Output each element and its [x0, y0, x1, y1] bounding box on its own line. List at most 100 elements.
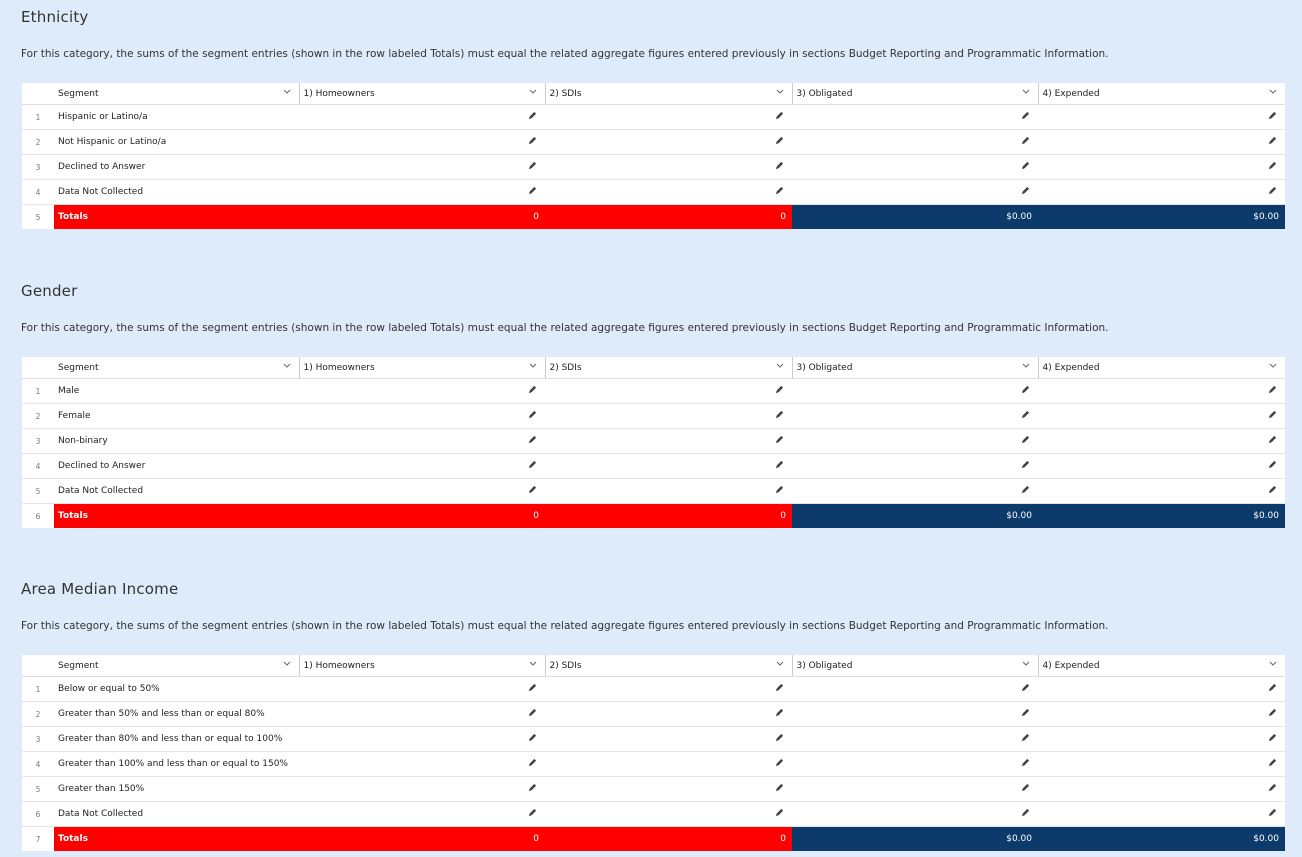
editable-cell[interactable] — [1038, 129, 1285, 155]
editable-cell[interactable] — [545, 154, 792, 180]
editable-cell[interactable] — [1038, 478, 1285, 504]
header-cell — [22, 357, 54, 379]
editable-cell[interactable] — [299, 701, 545, 727]
editable-cell[interactable] — [1038, 179, 1285, 205]
editable-cell[interactable] — [1038, 154, 1285, 180]
editable-cell[interactable] — [545, 751, 792, 777]
editable-cell[interactable] — [299, 104, 545, 130]
editable-cell[interactable] — [299, 776, 545, 802]
column-header[interactable]: 4) Expended — [1037, 357, 1285, 379]
row-number: 2 — [22, 403, 54, 429]
edit-icon — [1268, 186, 1277, 195]
editable-cell[interactable] — [299, 726, 545, 752]
editable-cell[interactable] — [545, 701, 792, 727]
editable-cell[interactable] — [792, 104, 1038, 130]
editable-cell[interactable] — [545, 378, 792, 404]
editable-cell[interactable] — [299, 478, 545, 504]
editable-cell[interactable] — [545, 104, 792, 130]
column-header[interactable]: Segment — [54, 357, 299, 379]
dropdown-icon — [1022, 363, 1029, 368]
column-header[interactable]: 1) Homeowners — [298, 83, 545, 105]
column-header[interactable]: 2) SDIs — [544, 83, 792, 105]
column-header[interactable]: 2) SDIs — [544, 357, 792, 379]
editable-cell[interactable] — [1038, 403, 1285, 429]
column-header[interactable]: 3) Obligated — [791, 357, 1038, 379]
editable-cell[interactable] — [1038, 104, 1285, 130]
editable-cell[interactable] — [545, 403, 792, 429]
column-header[interactable]: 1) Homeowners — [298, 357, 545, 379]
totals-label: Totals — [54, 204, 299, 229]
editable-cell[interactable] — [545, 428, 792, 454]
editable-cell[interactable] — [792, 478, 1038, 504]
editable-cell[interactable] — [792, 701, 1038, 727]
data-table: Segment 1) Homeowners 2) SDIs 3) Obligated 4… — [22, 83, 1285, 229]
editable-cell[interactable] — [545, 776, 792, 802]
editable-cell[interactable] — [299, 154, 545, 180]
dropdown-icon — [776, 363, 783, 368]
edit-icon — [528, 435, 537, 444]
editable-cell[interactable] — [299, 428, 545, 454]
row-number: 4 — [22, 751, 54, 777]
column-header[interactable]: 4) Expended — [1037, 83, 1285, 105]
edit-icon — [775, 708, 784, 717]
column-header[interactable]: Segment — [54, 655, 299, 677]
editable-cell[interactable] — [792, 726, 1038, 752]
editable-cell[interactable] — [1038, 776, 1285, 802]
segment-label: Greater than 80% and less than or equal … — [54, 726, 299, 752]
editable-cell[interactable] — [1038, 428, 1285, 454]
section: Area Median Income For this category, the… — [0, 572, 1302, 857]
editable-cell[interactable] — [792, 776, 1038, 802]
header-row: Segment 1) Homeowners 2) SDIs 3) Obligated 4… — [22, 655, 1285, 677]
editable-cell[interactable] — [545, 478, 792, 504]
editable-cell[interactable] — [299, 129, 545, 155]
editable-cell[interactable] — [792, 801, 1038, 827]
data-row: 3 Declined to Answer — [22, 154, 1285, 180]
editable-cell[interactable] — [792, 129, 1038, 155]
editable-cell[interactable] — [545, 179, 792, 205]
edit-icon — [775, 385, 784, 394]
editable-cell[interactable] — [792, 378, 1038, 404]
section: Gender For this category, the sums of the… — [0, 274, 1302, 548]
editable-cell[interactable] — [792, 428, 1038, 454]
edit-icon — [1268, 485, 1277, 494]
editable-cell[interactable] — [1038, 701, 1285, 727]
editable-cell[interactable] — [545, 801, 792, 827]
editable-cell[interactable] — [1038, 751, 1285, 777]
editable-cell[interactable] — [1038, 676, 1285, 702]
edit-icon — [528, 758, 537, 767]
edit-icon — [528, 808, 537, 817]
column-header[interactable]: 1) Homeowners — [298, 655, 545, 677]
editable-cell[interactable] — [792, 154, 1038, 180]
column-header[interactable]: Segment — [54, 83, 299, 105]
editable-cell[interactable] — [792, 751, 1038, 777]
row-number: 7 — [22, 826, 54, 851]
editable-cell[interactable] — [792, 676, 1038, 702]
data-row: 1 Below or equal to 50% — [22, 676, 1285, 702]
editable-cell[interactable] — [299, 378, 545, 404]
column-header[interactable]: 4) Expended — [1037, 655, 1285, 677]
edit-icon — [775, 758, 784, 767]
column-header[interactable]: 3) Obligated — [791, 83, 1038, 105]
editable-cell[interactable] — [1038, 801, 1285, 827]
editable-cell[interactable] — [299, 676, 545, 702]
editable-cell[interactable] — [1038, 378, 1285, 404]
column-header[interactable]: 2) SDIs — [544, 655, 792, 677]
editable-cell[interactable] — [545, 726, 792, 752]
editable-cell[interactable] — [545, 129, 792, 155]
editable-cell[interactable] — [299, 453, 545, 479]
row-number: 3 — [22, 154, 54, 180]
editable-cell[interactable] — [1038, 726, 1285, 752]
editable-cell[interactable] — [545, 676, 792, 702]
segment-label: Female — [54, 403, 299, 429]
editable-cell[interactable] — [545, 453, 792, 479]
column-header[interactable]: 3) Obligated — [791, 655, 1038, 677]
editable-cell[interactable] — [299, 179, 545, 205]
editable-cell[interactable] — [792, 453, 1038, 479]
editable-cell[interactable] — [299, 801, 545, 827]
editable-cell[interactable] — [299, 403, 545, 429]
editable-cell[interactable] — [792, 179, 1038, 205]
editable-cell[interactable] — [299, 751, 545, 777]
editable-cell[interactable] — [792, 403, 1038, 429]
editable-cell[interactable] — [1038, 453, 1285, 479]
